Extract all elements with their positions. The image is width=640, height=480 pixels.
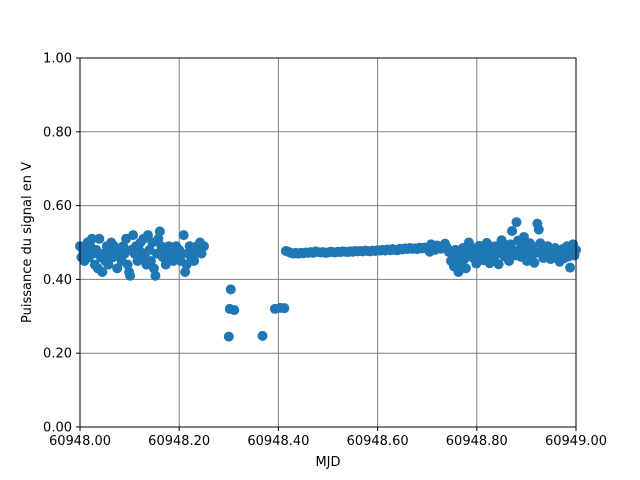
data-point bbox=[511, 217, 522, 228]
y-axis-label: Puissance du signal en V bbox=[20, 162, 35, 323]
data-point bbox=[154, 226, 165, 237]
data-point bbox=[86, 233, 97, 244]
x-tick-label: 60948.60 bbox=[347, 434, 409, 449]
y-tick-label: 0.40 bbox=[43, 273, 72, 288]
y-tick-label: 0.20 bbox=[43, 347, 72, 362]
data-point bbox=[94, 233, 105, 244]
data-points bbox=[75, 217, 581, 342]
data-point bbox=[507, 226, 518, 237]
data-point bbox=[223, 331, 234, 342]
x-axis-label: MJD bbox=[315, 455, 340, 470]
data-point bbox=[229, 305, 240, 316]
y-tick-label: 0.80 bbox=[43, 125, 72, 140]
data-point bbox=[160, 259, 171, 270]
data-point bbox=[112, 263, 123, 274]
data-point bbox=[103, 259, 114, 270]
data-point bbox=[97, 267, 108, 278]
data-point bbox=[460, 263, 471, 274]
data-point bbox=[518, 231, 529, 242]
plot-frame bbox=[79, 57, 577, 428]
y-tick-label: 0.00 bbox=[43, 421, 72, 436]
data-point bbox=[279, 303, 290, 314]
y-tick-label: 1.00 bbox=[43, 52, 72, 67]
data-point bbox=[128, 230, 139, 241]
data-point bbox=[225, 284, 236, 295]
data-point bbox=[125, 270, 136, 281]
x-tick-label: 60948.00 bbox=[49, 434, 111, 449]
x-tick-label: 60948.20 bbox=[148, 434, 210, 449]
data-point bbox=[91, 244, 102, 255]
x-tick-label: 60949.00 bbox=[545, 434, 607, 449]
data-point bbox=[565, 262, 576, 273]
data-point bbox=[150, 270, 161, 281]
data-point bbox=[199, 241, 209, 252]
x-tick-label: 60948.80 bbox=[446, 434, 508, 449]
x-axis: 60948.00 60948.20 60948.40 60948.60 60948.80… bbox=[49, 427, 607, 449]
x-tick-label: 60948.40 bbox=[247, 434, 309, 449]
data-point bbox=[181, 259, 192, 270]
data-point bbox=[533, 224, 544, 235]
y-tick-label: 0.60 bbox=[43, 199, 72, 214]
data-point bbox=[257, 330, 268, 341]
y-axis: 0.00 0.20 0.40 0.60 0.80 1.00 bbox=[43, 52, 80, 436]
data-point bbox=[142, 230, 153, 241]
data-point bbox=[529, 257, 540, 268]
data-point bbox=[493, 259, 504, 270]
data-point bbox=[178, 230, 189, 241]
